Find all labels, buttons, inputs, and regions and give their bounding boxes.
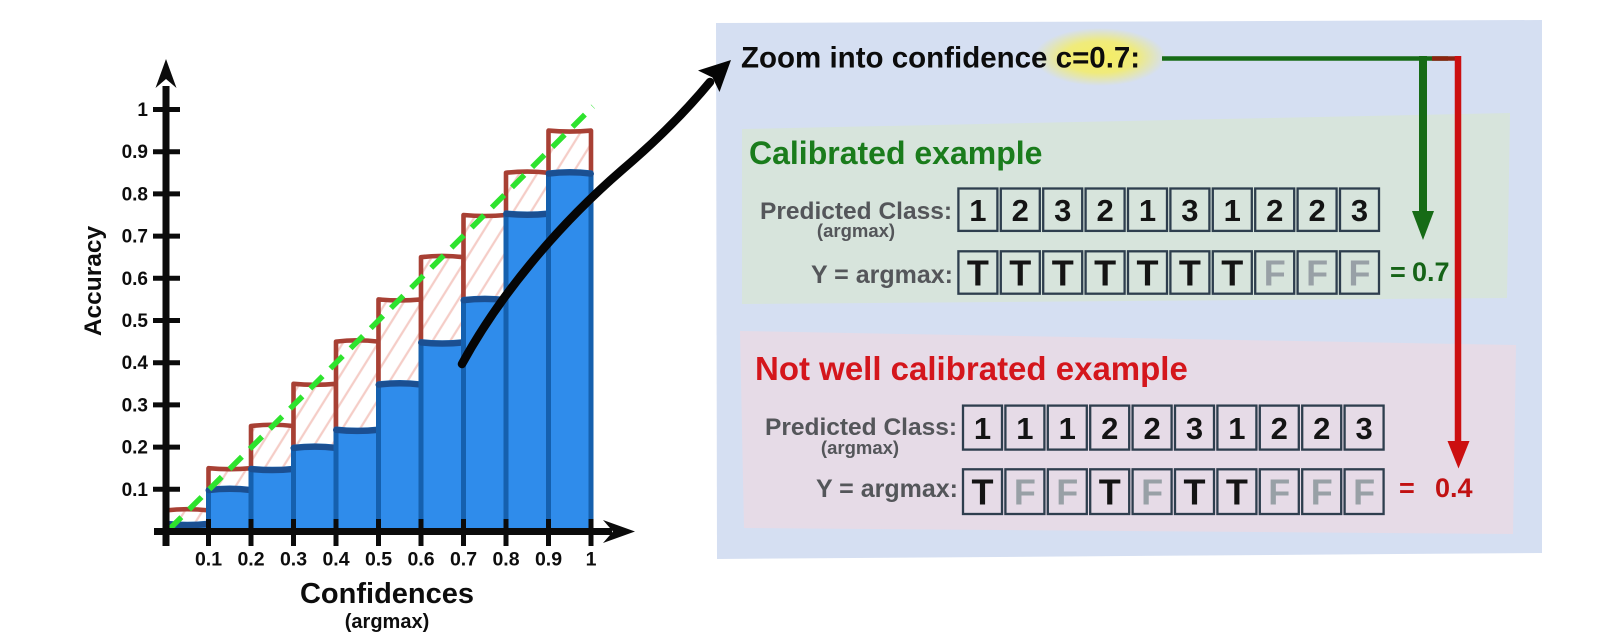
svg-text:F: F: [1353, 472, 1375, 513]
svg-text:0.6: 0.6: [122, 269, 148, 290]
svg-text:Y = argmax:: Y = argmax:: [816, 475, 958, 503]
svg-text:0.1: 0.1: [122, 480, 149, 501]
svg-text:2: 2: [1101, 411, 1118, 446]
svg-text:0.7: 0.7: [122, 227, 148, 248]
svg-text:2: 2: [1271, 411, 1288, 446]
svg-text:T: T: [1052, 253, 1074, 294]
svg-text:1: 1: [969, 193, 986, 228]
svg-text:0.2: 0.2: [237, 549, 264, 571]
svg-text:1: 1: [974, 411, 991, 446]
svg-text:2: 2: [1143, 411, 1160, 446]
svg-text:1: 1: [586, 549, 597, 571]
svg-text:F: F: [1141, 472, 1163, 513]
svg-text:F: F: [1306, 253, 1328, 294]
svg-text:(argmax): (argmax): [821, 437, 899, 458]
svg-text:0.2: 0.2: [122, 438, 148, 459]
svg-text:0.3: 0.3: [122, 395, 148, 416]
svg-text:0.5: 0.5: [365, 549, 392, 571]
svg-text:T: T: [1009, 253, 1031, 294]
svg-text:T: T: [972, 472, 994, 513]
svg-text:=: =: [1399, 473, 1415, 503]
svg-text:3: 3: [1351, 193, 1368, 228]
svg-text:Predicted Class:: Predicted Class:: [765, 414, 957, 441]
svg-text:1: 1: [137, 100, 148, 121]
svg-text:0.4: 0.4: [1435, 473, 1473, 503]
svg-text:0.4: 0.4: [122, 353, 149, 374]
svg-text:F: F: [1311, 472, 1333, 513]
svg-text:F: F: [1349, 253, 1371, 294]
svg-text:Not well calibrated example: Not well calibrated example: [755, 350, 1188, 387]
svg-text:T: T: [1179, 253, 1201, 294]
svg-text:3: 3: [1054, 193, 1071, 228]
svg-text:1: 1: [1224, 193, 1241, 228]
svg-text:0.6: 0.6: [407, 549, 434, 571]
svg-text:0.1: 0.1: [195, 549, 222, 571]
svg-text:F: F: [1056, 472, 1078, 513]
svg-text:0.3: 0.3: [280, 549, 307, 571]
svg-text:F: F: [1268, 472, 1290, 513]
svg-text:0.8: 0.8: [492, 549, 519, 571]
svg-text:T: T: [1137, 253, 1159, 294]
svg-text:(argmax): (argmax): [345, 611, 429, 633]
svg-text:3: 3: [1186, 411, 1203, 446]
svg-text:0.4: 0.4: [322, 549, 349, 571]
svg-text:Predicted Class:: Predicted Class:: [760, 198, 952, 225]
svg-text:T: T: [967, 253, 989, 294]
svg-text:T: T: [1226, 472, 1248, 513]
svg-text:3: 3: [1355, 411, 1372, 446]
svg-text:Accuracy: Accuracy: [80, 225, 107, 336]
svg-text:1: 1: [1016, 411, 1033, 446]
svg-text:F: F: [1014, 472, 1036, 513]
svg-text:2: 2: [1313, 411, 1330, 446]
svg-text:1: 1: [1139, 193, 1156, 228]
svg-text:0.8: 0.8: [122, 184, 148, 205]
svg-text:2: 2: [1308, 193, 1325, 228]
svg-text:T: T: [1099, 472, 1121, 513]
svg-text:0.9: 0.9: [122, 142, 148, 163]
svg-text:0.7: 0.7: [450, 549, 477, 571]
svg-text:Y = argmax:: Y = argmax:: [811, 261, 953, 289]
svg-text:F: F: [1264, 253, 1286, 294]
svg-text:(argmax): (argmax): [817, 220, 895, 241]
svg-text:0.7: 0.7: [1412, 257, 1450, 287]
svg-text:Confidences: Confidences: [300, 578, 474, 610]
svg-text:0.5: 0.5: [122, 311, 149, 332]
svg-text:2: 2: [1012, 193, 1029, 228]
svg-text:Calibrated example: Calibrated example: [749, 135, 1042, 171]
svg-text:3: 3: [1181, 193, 1198, 228]
svg-text:Zoom into confidence c=0.7:: Zoom into confidence c=0.7:: [741, 42, 1140, 75]
svg-text:T: T: [1184, 472, 1206, 513]
svg-text:T: T: [1094, 253, 1116, 294]
svg-text:0.9: 0.9: [535, 549, 562, 571]
svg-text:1: 1: [1228, 411, 1245, 446]
svg-text:2: 2: [1266, 193, 1283, 228]
svg-text:=: =: [1390, 257, 1406, 287]
svg-text:2: 2: [1096, 193, 1113, 228]
svg-text:1: 1: [1059, 411, 1076, 446]
svg-text:T: T: [1221, 253, 1243, 294]
